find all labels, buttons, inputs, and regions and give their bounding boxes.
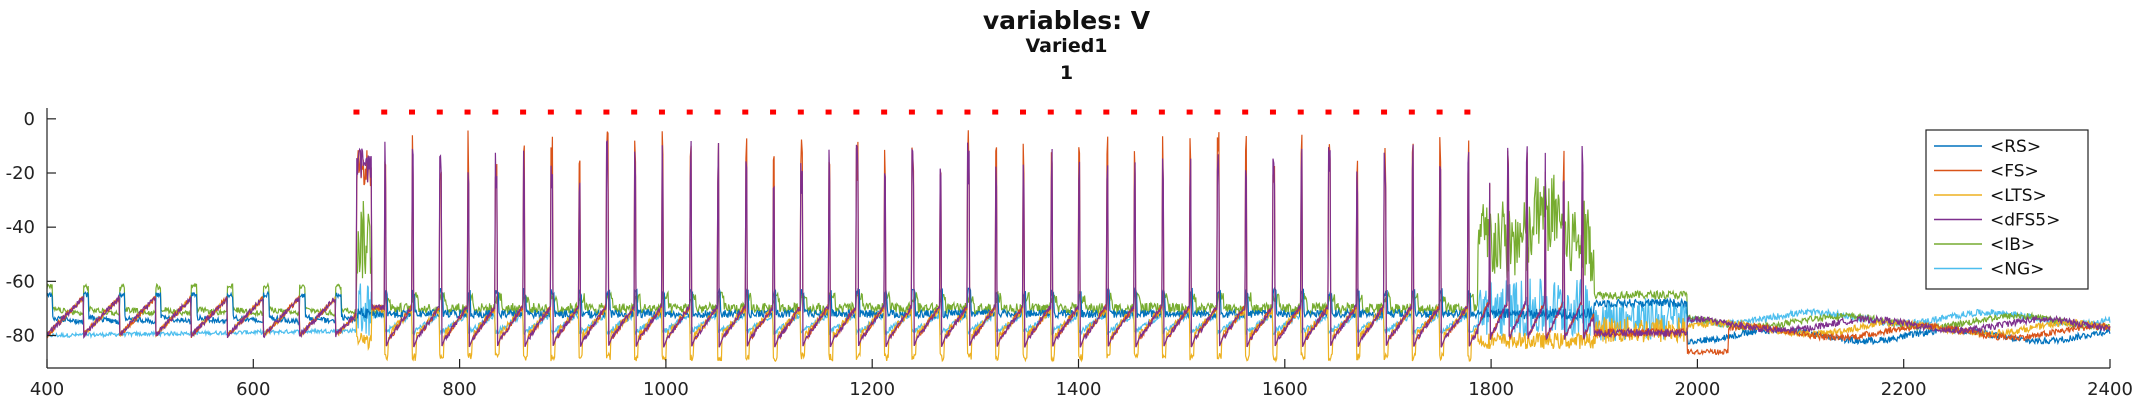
stimulus-marker xyxy=(353,109,360,115)
legend: <RS> <FS> <LTS> <dFS5> <IB> <NG> xyxy=(1925,129,2089,290)
legend-label: <IB> xyxy=(1990,235,2035,255)
stimulus-marker xyxy=(714,109,721,115)
legend-box xyxy=(1925,129,2089,290)
y-tick-label: -80 xyxy=(6,326,35,347)
legend-label: <LTS> xyxy=(1990,186,2047,206)
x-tick-label: 400 xyxy=(30,379,64,400)
stimulus-marker xyxy=(770,109,777,115)
stimulus-marker xyxy=(1047,109,1054,115)
x-tick-label: 800 xyxy=(442,379,476,400)
stimulus-marker xyxy=(658,109,665,115)
stimulus-marker xyxy=(492,109,499,115)
chart-subtitle-2: 1 xyxy=(1059,62,1074,84)
stimulus-marker xyxy=(1325,109,1332,115)
x-tick-label: 1400 xyxy=(1056,379,1102,400)
stimulus-marker xyxy=(1408,109,1415,115)
x-tick-label: 2200 xyxy=(1881,379,1927,400)
stimulus-marker xyxy=(1214,109,1221,115)
y-tick-label: 0 xyxy=(24,109,35,130)
stimulus-marker xyxy=(1436,109,1443,115)
stimulus-marker xyxy=(1353,109,1360,115)
stimulus-marker xyxy=(936,109,943,115)
x-tick-label: 1200 xyxy=(849,379,895,400)
stimulus-marker xyxy=(742,109,749,115)
stimulus-marker xyxy=(547,109,554,115)
stimulus-marker xyxy=(992,109,999,115)
stimulus-marker xyxy=(520,109,527,115)
stimulus-marker xyxy=(1020,109,1027,115)
stimulus-marker xyxy=(881,109,888,115)
x-tick-label: 2000 xyxy=(1674,379,1720,400)
y-tick-label: -20 xyxy=(6,163,35,184)
x-tick-label: 600 xyxy=(236,379,270,400)
stimulus-marker xyxy=(408,109,415,115)
stimulus-marker xyxy=(1186,109,1193,115)
stimulus-marker xyxy=(908,109,915,115)
stimulus-marker xyxy=(631,109,638,115)
stimulus-marker xyxy=(1158,109,1165,115)
stimulus-markers xyxy=(353,109,1471,115)
stimulus-marker xyxy=(853,109,860,115)
stimulus-marker xyxy=(603,109,610,115)
stimulus-marker xyxy=(1269,109,1276,115)
y-tick-label: -60 xyxy=(6,271,35,292)
stimulus-marker xyxy=(686,109,693,115)
series-line-dfs5 xyxy=(46,139,2111,348)
series-traces xyxy=(46,130,2111,363)
stimulus-marker xyxy=(1297,109,1304,115)
legend-label: <RS> xyxy=(1990,137,2041,157)
stimulus-marker xyxy=(464,109,471,115)
stimulus-marker xyxy=(575,109,582,115)
chart-title: variables: V xyxy=(982,6,1151,35)
axes: 400 600 800 1000 1200 1400 1600 1800 2000 2200 240… xyxy=(6,108,2133,400)
legend-label: <NG> xyxy=(1990,260,2044,280)
stimulus-marker xyxy=(1075,109,1082,115)
x-tick-label: 1800 xyxy=(1468,379,1514,400)
x-tick-label: 2400 xyxy=(2087,379,2133,400)
stimulus-marker xyxy=(1381,109,1388,115)
y-tick-label: -40 xyxy=(6,217,35,238)
stimulus-marker xyxy=(381,109,388,115)
stimulus-marker xyxy=(436,109,443,115)
stimulus-marker xyxy=(964,109,971,115)
chart-subtitle: Varied1 xyxy=(1025,35,1108,57)
stimulus-marker xyxy=(1103,109,1110,115)
legend-label: <dFS5> xyxy=(1990,211,2060,231)
stimulus-marker xyxy=(1131,109,1138,115)
x-tick-label: 1600 xyxy=(1262,379,1308,400)
stimulus-marker xyxy=(1242,109,1249,115)
legend-label: <FS> xyxy=(1990,162,2039,182)
x-tick-label: 1000 xyxy=(643,379,689,400)
stimulus-marker xyxy=(797,109,804,115)
stimulus-marker xyxy=(825,109,832,115)
stimulus-marker xyxy=(1464,109,1471,115)
